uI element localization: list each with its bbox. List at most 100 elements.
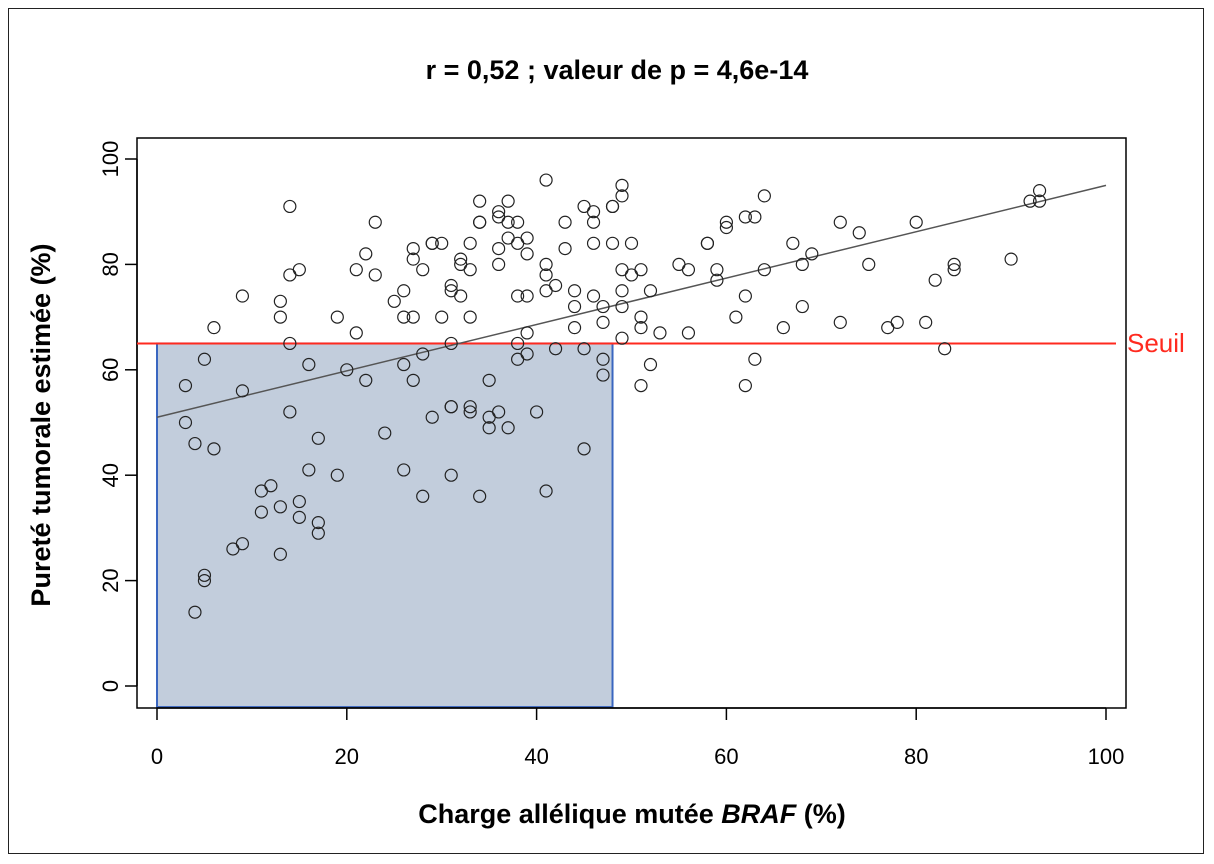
data-point xyxy=(738,379,752,393)
data-point xyxy=(624,268,639,282)
data-point xyxy=(235,537,250,551)
chart-title: r = 0,52 ; valeur de p = 4,6e-14 xyxy=(426,55,809,85)
data-point xyxy=(435,310,449,324)
data-point xyxy=(909,215,923,229)
data-point xyxy=(311,526,325,540)
data-point xyxy=(520,247,534,261)
data-point xyxy=(292,494,306,509)
data-point xyxy=(539,257,553,271)
data-point xyxy=(776,321,790,335)
data-point xyxy=(881,321,895,335)
data-point xyxy=(302,357,316,372)
data-point xyxy=(890,315,904,329)
data-point xyxy=(643,284,658,298)
data-point xyxy=(719,215,734,229)
y-tick-label: 80 xyxy=(98,252,123,276)
data-point xyxy=(235,289,250,303)
data-point xyxy=(273,294,287,308)
data-point xyxy=(359,247,373,261)
data-point xyxy=(520,347,534,361)
x-tick-label: 60 xyxy=(714,744,738,769)
y-axis-title: Pureté tumorale estimée (%) xyxy=(26,243,56,606)
data-point xyxy=(264,479,278,493)
data-point xyxy=(292,510,306,524)
data-point xyxy=(273,310,287,324)
data-point xyxy=(359,373,373,387)
data-point xyxy=(947,263,961,277)
y-tick-label: 60 xyxy=(98,358,123,382)
x-axis-title-main: Charge allélique mutée xyxy=(418,799,721,829)
data-point xyxy=(406,241,420,256)
data-point xyxy=(463,310,477,324)
data-point xyxy=(520,326,534,340)
data-point xyxy=(254,505,268,519)
data-point xyxy=(463,405,477,419)
data-point xyxy=(473,489,487,503)
data-point xyxy=(273,547,287,561)
data-point xyxy=(615,178,629,192)
data-point xyxy=(1032,184,1047,198)
data-point xyxy=(577,442,591,456)
data-point xyxy=(605,236,620,250)
data-point xyxy=(511,236,525,250)
data-point xyxy=(283,336,297,351)
data-point xyxy=(795,257,809,271)
data-point xyxy=(577,342,591,356)
data-point xyxy=(473,215,487,229)
data-point xyxy=(786,236,800,250)
data-point xyxy=(634,321,648,335)
data-point xyxy=(729,310,743,324)
x-tick-label: 20 xyxy=(335,744,359,769)
data-point xyxy=(511,215,525,229)
data-point xyxy=(492,241,506,256)
data-point xyxy=(738,210,752,224)
data-point xyxy=(586,205,601,219)
data-point xyxy=(710,263,724,277)
data-point xyxy=(435,236,449,250)
data-point xyxy=(567,299,582,314)
data-point xyxy=(928,273,942,287)
data-point xyxy=(425,236,439,250)
data-point xyxy=(653,326,667,340)
x-tick-label: 80 xyxy=(904,744,928,769)
data-point xyxy=(615,299,629,314)
data-point xyxy=(501,231,515,245)
data-point xyxy=(406,252,420,266)
data-point xyxy=(406,310,420,324)
data-point xyxy=(463,400,477,414)
data-point xyxy=(473,194,487,208)
data-point xyxy=(454,289,468,303)
x-tick-label: 40 xyxy=(524,744,548,769)
data-point xyxy=(529,405,544,419)
data-point xyxy=(482,373,496,387)
data-point xyxy=(520,231,534,245)
data-point xyxy=(349,326,363,340)
data-point xyxy=(567,284,582,298)
data-point xyxy=(862,257,876,271)
data-point xyxy=(833,315,847,329)
data-point xyxy=(586,236,601,250)
data-point xyxy=(416,263,430,277)
x-tick-label: 0 xyxy=(151,744,163,769)
x-axis-title-suffix: (%) xyxy=(796,799,846,829)
data-point xyxy=(397,284,411,298)
data-point xyxy=(833,215,847,229)
data-point xyxy=(520,289,534,303)
data-point xyxy=(624,236,639,250)
data-point xyxy=(492,257,506,271)
data-point xyxy=(805,247,819,261)
data-point xyxy=(416,347,430,361)
data-point xyxy=(444,336,458,351)
data-point xyxy=(634,310,648,324)
data-point xyxy=(738,289,752,303)
data-point xyxy=(425,410,439,424)
data-point xyxy=(947,257,961,271)
data-point xyxy=(454,257,468,271)
data-point xyxy=(548,278,563,293)
data-point xyxy=(719,220,734,235)
data-point xyxy=(795,299,809,314)
data-point xyxy=(178,379,193,393)
data-point xyxy=(539,484,553,498)
data-point xyxy=(501,421,515,435)
data-point xyxy=(634,263,648,277)
